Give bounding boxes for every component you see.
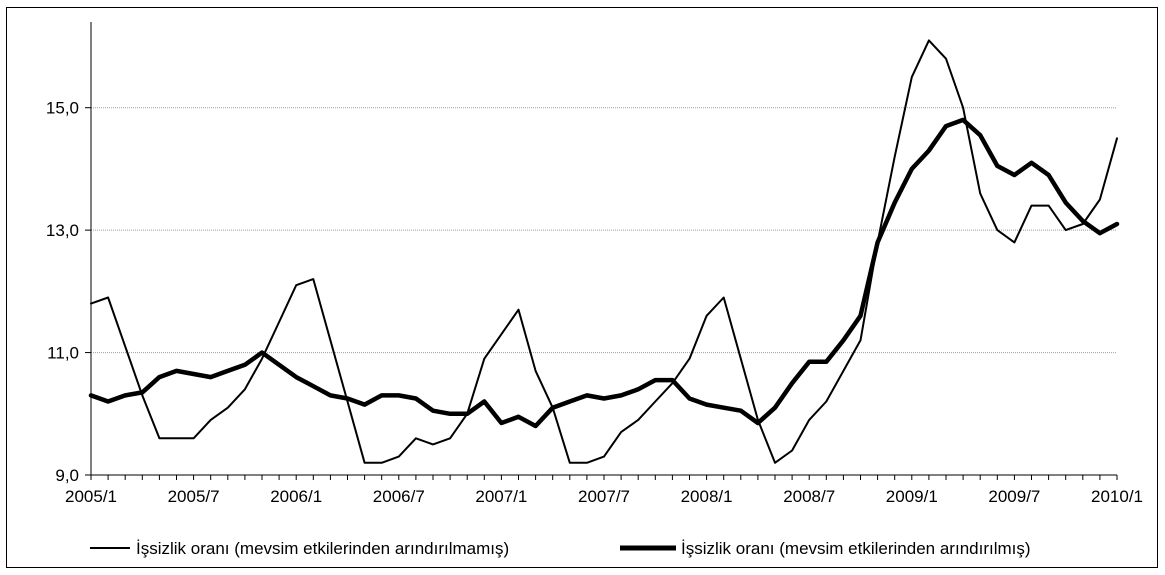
legend: İşsizlik oranı (mevsim etkilerinden arın… [90,539,1031,558]
x-tick-label: 2008/1 [681,487,733,506]
series-2 [88,117,1120,429]
x-tick-label: 2007/7 [578,487,630,506]
x-tick-label: 2009/7 [988,487,1040,506]
series-line-2 [88,117,1120,429]
legend-label-series-2: İşsizlik oranı (mevsim etkilerinden arın… [681,539,1031,558]
x-tick-label: 2006/1 [270,487,322,506]
y-ticks: 9,0 11,0 13,0 15,0 [46,99,91,485]
x-tick-label: 2008/7 [783,487,835,506]
series-1 [90,39,1118,464]
series-line-1 [90,39,1118,464]
x-tick-label: 2009/1 [886,487,938,506]
axes [90,22,1117,476]
y-tick-label: 9,0 [55,466,79,485]
grid-lines [91,107,1117,354]
x-tick-label: 2010/1 [1091,487,1143,506]
y-tick-label: 11,0 [47,344,79,363]
x-tick-label: 2007/1 [475,487,527,506]
legend-label-series-1: İşsizlik oranı (mevsim etkilerinden arın… [136,539,509,558]
series [88,39,1120,464]
x-ticks: 2005/1 2005/7 2006/1 2006/7 2007/1 2007/7 2008… [65,475,1143,506]
y-tick-label: 13,0 [46,221,79,240]
x-tick-label: 2005/1 [65,487,117,506]
x-tick-label: 2005/7 [168,487,220,506]
y-tick-label: 15,0 [46,99,79,118]
x-tick-label: 2006/7 [373,487,425,506]
